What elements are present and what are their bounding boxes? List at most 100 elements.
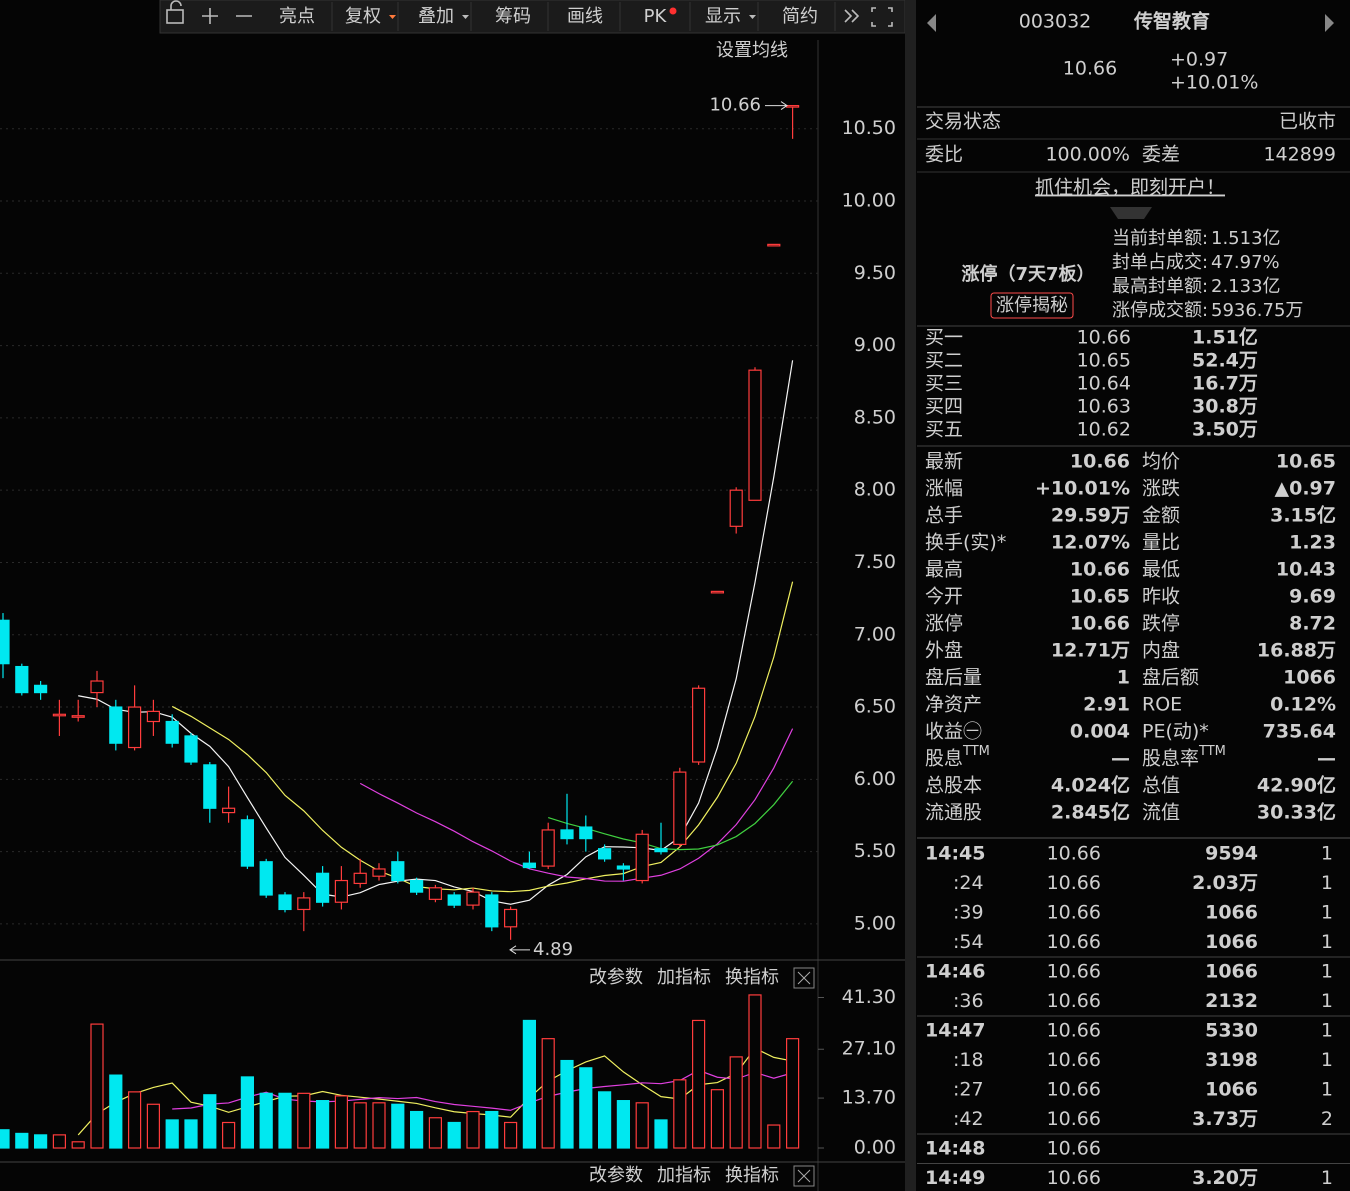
trade-time: 14:47 [925,1020,985,1042]
y-tick-label: 5.50 [854,840,896,862]
toolbar [159,0,906,34]
candle-body [485,894,499,928]
trade-time: :39 [953,902,984,924]
toolbar-button[interactable]: PK [644,6,668,27]
quote-value: 29.59万 [1051,505,1130,527]
candle-body [278,894,292,911]
trade-volume: 1066 [1205,931,1258,953]
quote-label: ROE [1142,694,1182,716]
quote-label: 流通股 [925,802,982,824]
volume-tick-label: 13.70 [842,1087,896,1109]
toolbar-button[interactable]: 简约 [782,6,818,27]
limit-stat-value: 2.133亿 [1211,276,1281,297]
status-label: 交易状态 [925,111,1001,133]
trade-count: 1 [1321,1049,1333,1071]
bid-price: 10.63 [1077,396,1131,418]
trade-time: :27 [953,1079,984,1101]
trade-count: 1 [1321,872,1333,894]
quote-label: 涨停 [925,613,963,635]
trade-price: 10.66 [1047,1049,1101,1071]
trade-volume: 1066 [1205,961,1258,983]
candle-body [334,879,348,903]
toolbar-button[interactable]: 亮点 [279,6,315,27]
quote-label: 换手(实)* [925,532,1006,554]
bid-label: 买四 [925,396,963,418]
toolbar-button[interactable]: 画线 [567,6,603,27]
y-tick-label: 9.50 [854,262,896,284]
indicator-button[interactable]: 换指标 [725,967,779,988]
trade-volume: 2132 [1205,990,1258,1012]
toolbar-button[interactable]: 叠加 [418,6,454,27]
ma-setting[interactable]: 设置均线 [716,40,788,61]
quote-value: 12.71万 [1051,640,1130,662]
indicator-button[interactable]: 换指标 [725,1165,779,1186]
quote-label: 盘后额 [1142,667,1199,689]
trade-volume: 3.73万 [1192,1108,1258,1130]
limit-stat-label: 涨停成交额: [1112,300,1208,321]
candle-body [616,865,631,870]
toolbar-button[interactable]: 显示 [705,6,741,27]
quote-value: ▲0.97 [1275,478,1337,500]
trade-volume: 2.03万 [1192,872,1258,894]
candle-body [203,764,217,809]
pk-dot [669,7,677,15]
indicator-button[interactable]: 加指标 [657,1165,711,1186]
indicator-button[interactable]: 改参数 [589,1165,643,1186]
quote-label: 均价 [1142,451,1180,473]
banner-link[interactable]: 抓住机会，即刻开户！ [1035,177,1225,199]
volume-bar [334,1095,348,1149]
volume-bar [560,1059,574,1149]
quote-value: 10.65 [1276,451,1336,473]
bid-label: 买五 [925,419,963,441]
limit-stat-label: 封单占成交: [1112,252,1208,273]
candle-body [541,829,555,867]
quote-value: 1066 [1283,667,1336,689]
quote-value: 10.66 [1070,613,1130,635]
volume-bar [15,1132,29,1149]
bid-volume: 52.4万 [1192,350,1258,372]
quote-label: 今开 [925,586,963,608]
toolbar-icons [166,0,893,27]
collapse-tab[interactable] [1110,207,1152,219]
indicator-button[interactable]: 加指标 [657,967,711,988]
bid-price: 10.66 [1077,327,1131,349]
close-button[interactable] [793,967,815,989]
bid-price: 10.65 [1077,350,1131,372]
quote-label: 最新 [925,451,963,473]
volume-bar [729,1056,743,1149]
y-tick-label: 7.00 [854,623,896,645]
bid-label: 买一 [925,327,963,349]
y-tick-label: 10.50 [842,117,896,139]
candle-body [90,680,104,694]
quote-value: 30.33亿 [1257,801,1336,824]
trade-time: 14:45 [925,843,985,865]
trade-volume: 1066 [1205,902,1258,924]
trade-count: 1 [1321,1020,1333,1042]
trade-count: 2 [1321,1108,1333,1130]
close-x [797,1169,811,1183]
candle-body [316,872,330,903]
limit-button[interactable]: 涨停揭秘 [996,295,1068,316]
volume-ma-line [172,1069,793,1111]
volume-bar [109,1074,123,1149]
candle-body [785,104,800,108]
volume-bar [635,1102,649,1149]
indicator-button[interactable]: 改参数 [589,967,643,988]
candle-body [184,735,198,763]
bid-price: 10.64 [1077,373,1131,395]
limit-stat-label: 当前封单额: [1112,228,1208,249]
low-label: 4.89 [533,939,573,960]
toolbar-button[interactable]: 筹码 [495,6,531,27]
quote-label: 外盘 [925,640,963,662]
close-x [797,971,811,985]
ma-line [359,728,794,882]
toolbar-button[interactable]: 复权 [345,6,381,27]
candle-body [691,687,706,763]
trade-time: :42 [953,1108,984,1130]
trade-time: :24 [953,872,984,894]
close-button[interactable] [793,1165,815,1187]
splitter[interactable] [905,0,916,1191]
candle-body [729,489,743,527]
trade-price: 10.66 [1047,1167,1101,1189]
